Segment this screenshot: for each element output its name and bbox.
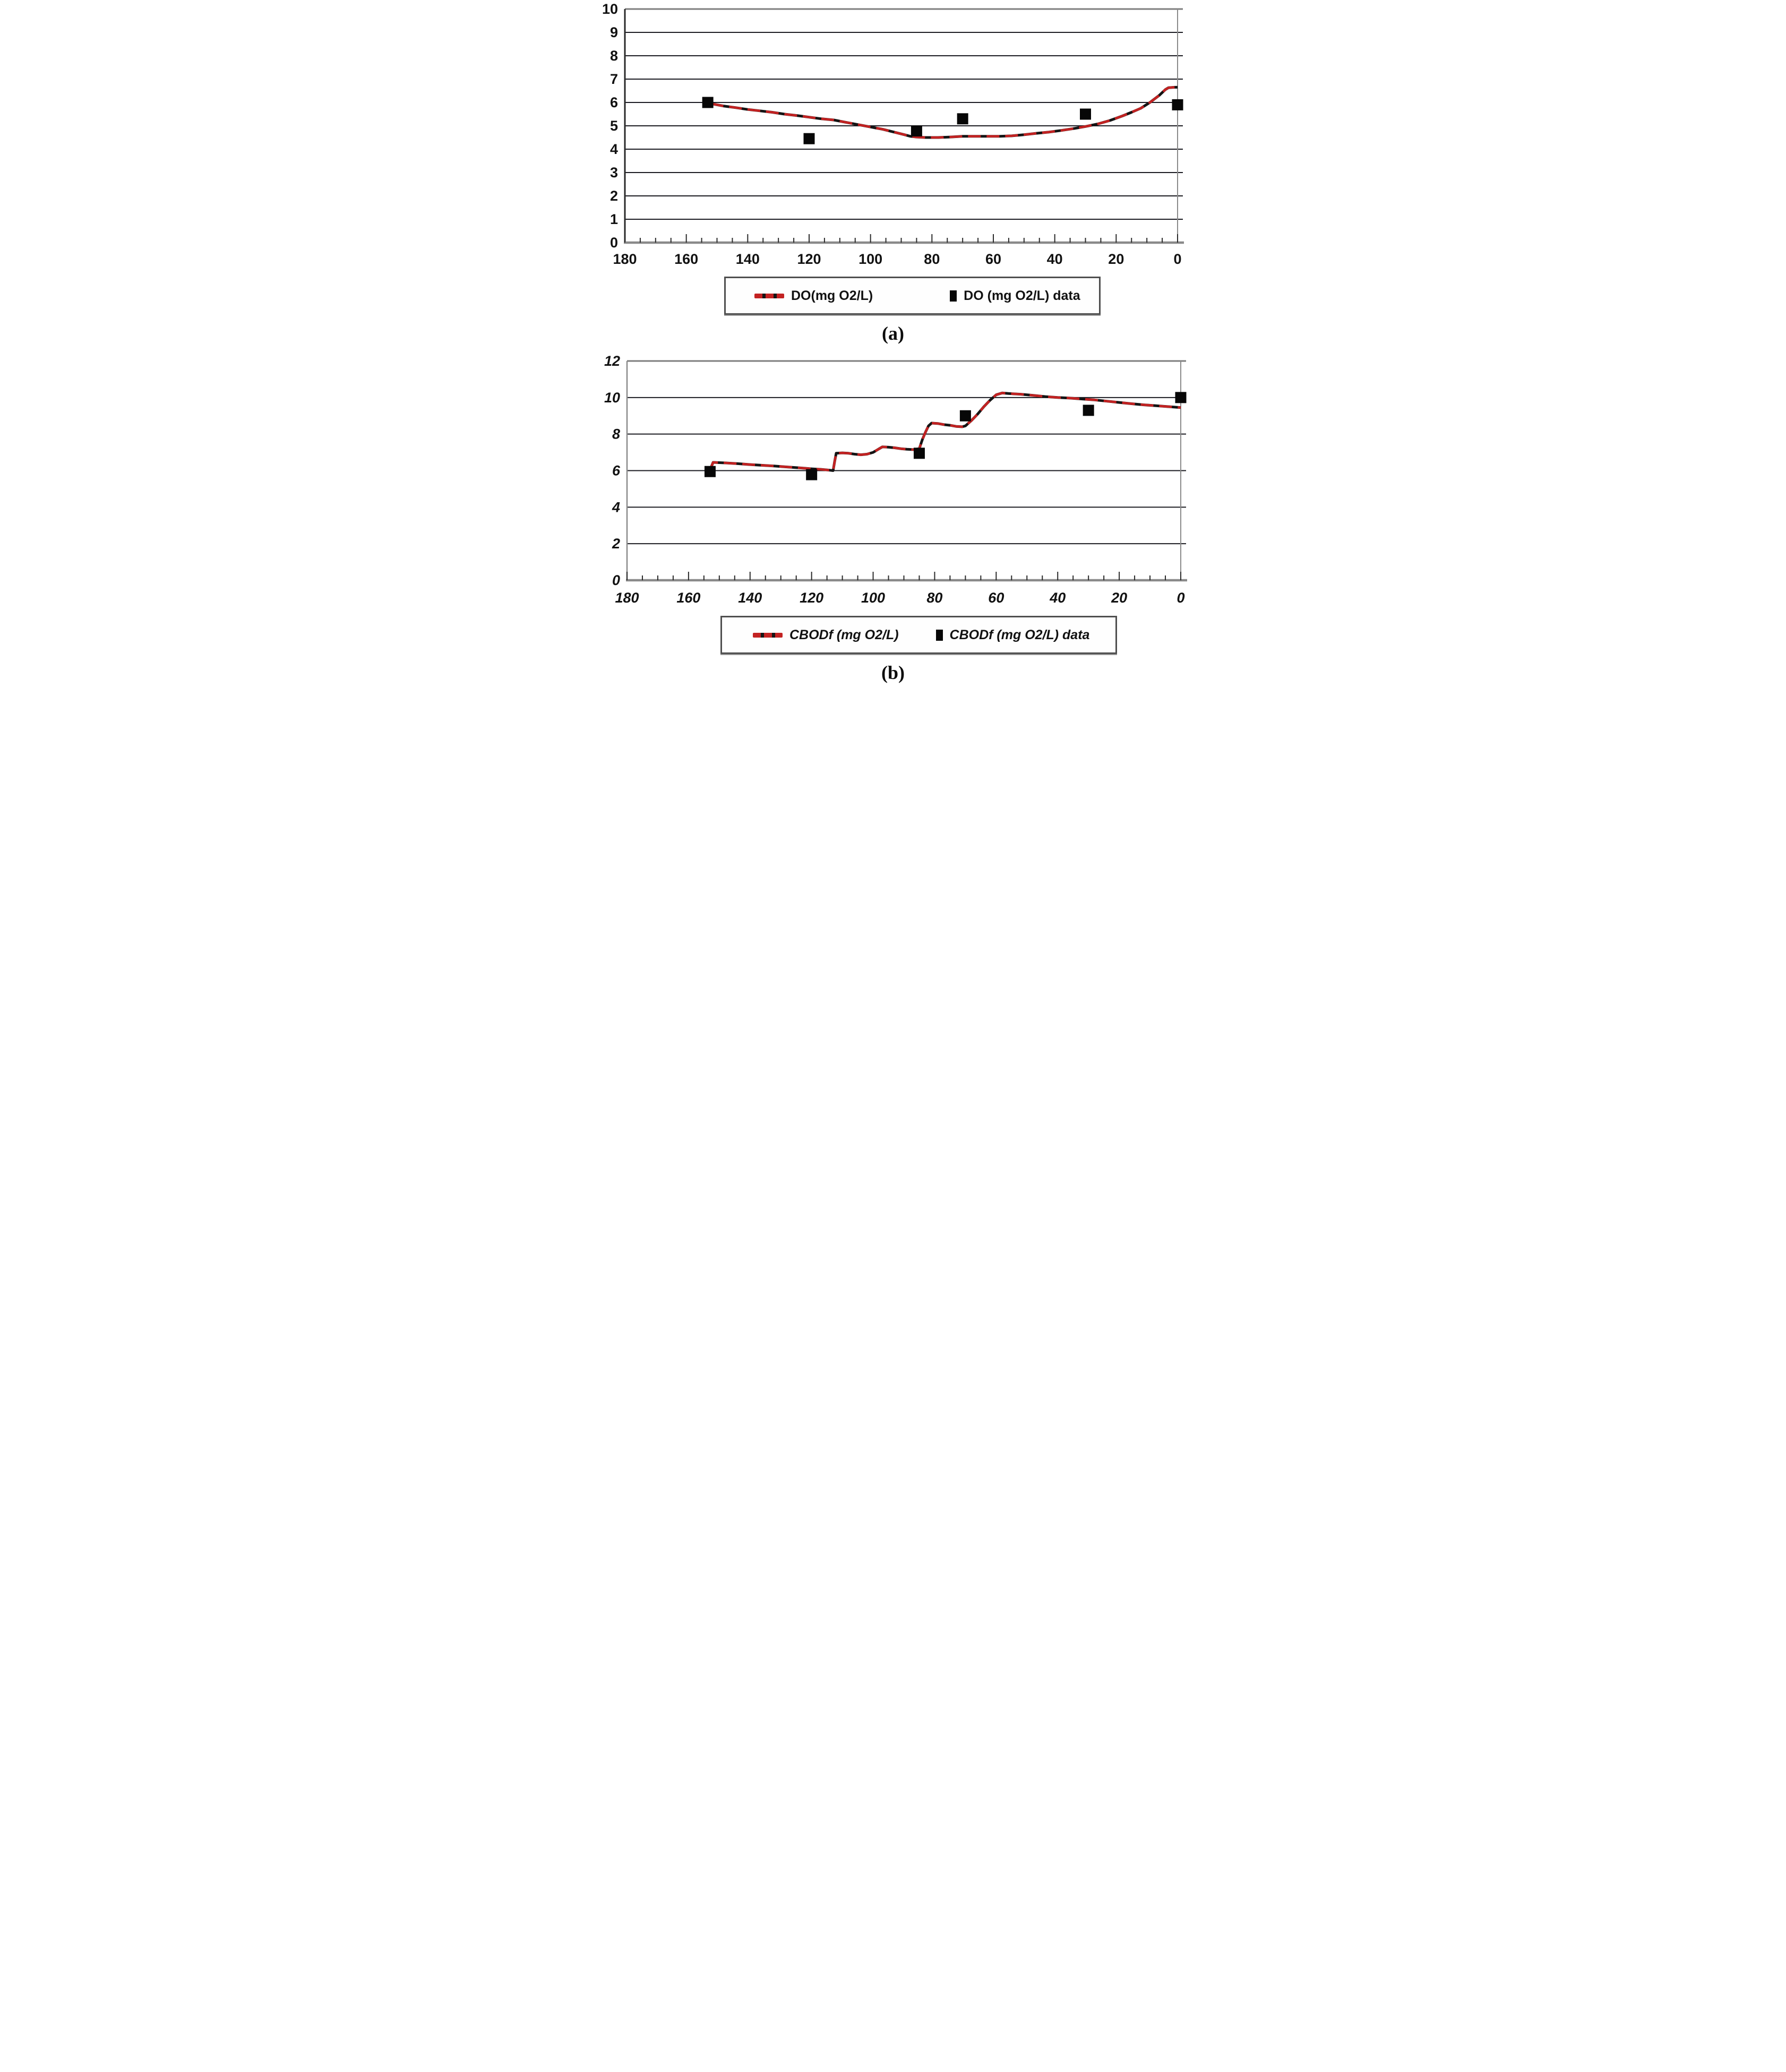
do-legend-box: DO(mg O2/L) DO (mg O2/L) data xyxy=(724,277,1101,315)
dashed-line-icon xyxy=(754,293,784,298)
data-point-square xyxy=(803,133,815,144)
x-tick-label: 20 xyxy=(1108,251,1124,267)
y-tick-label: 4 xyxy=(612,499,620,515)
x-tick-label: 80 xyxy=(926,590,942,605)
dashed-line-icon xyxy=(753,632,783,638)
y-tick-label: 6 xyxy=(610,94,618,110)
x-tick-label: 180 xyxy=(615,590,639,605)
data-point-square xyxy=(702,97,714,108)
y-tick-label: 10 xyxy=(604,390,620,406)
x-tick-label: 40 xyxy=(1049,590,1066,605)
data-point-square xyxy=(1083,405,1094,416)
y-tick-label: 10 xyxy=(602,1,618,17)
y-tick-label: 1 xyxy=(610,211,618,227)
cbodf-data-legend-item: CBODf (mg O2/L) data xyxy=(935,627,1090,643)
cbodf-line-legend-item: CBODf (mg O2/L) xyxy=(753,627,899,643)
data-point-square xyxy=(913,448,925,459)
square-marker-icon xyxy=(935,629,943,641)
do-data-legend-label: DO (mg O2/L) data xyxy=(964,288,1080,303)
x-tick-label: 0 xyxy=(1173,251,1181,267)
x-tick-label: 100 xyxy=(858,251,882,267)
x-tick-label: 120 xyxy=(800,590,823,605)
y-tick-label: 0 xyxy=(612,572,620,588)
do-line-legend-item: DO(mg O2/L) xyxy=(754,288,873,304)
x-tick-label: 140 xyxy=(738,590,762,605)
x-tick-label: 160 xyxy=(676,590,700,605)
y-tick-label: 2 xyxy=(610,188,618,204)
x-tick-label: 60 xyxy=(988,590,1004,605)
y-tick-label: 7 xyxy=(610,71,618,87)
model-curve-black xyxy=(709,391,1181,472)
cbodf-chart-figure: 180 160 140 120 100 80 60 40 20 0 12 10 8 6 4 2 0 CBODf … xyxy=(595,353,1191,684)
y-tick-label: 2 xyxy=(612,536,620,552)
model-curve-red-dashed xyxy=(710,86,1178,139)
square-marker-icon xyxy=(950,290,957,302)
cbodf-data-legend-label: CBODf (mg O2/L) data xyxy=(949,627,1090,642)
y-tick-label: 8 xyxy=(612,426,620,442)
data-point-square xyxy=(911,125,922,137)
y-tick-label: 0 xyxy=(610,235,618,251)
data-point-square xyxy=(704,466,716,477)
x-tick-label: 140 xyxy=(736,251,760,267)
caption-b: (b) xyxy=(881,662,905,683)
y-tick-label: 4 xyxy=(610,141,618,157)
data-point-square xyxy=(959,410,971,422)
y-tick-label: 5 xyxy=(610,118,618,134)
x-tick-label: 160 xyxy=(674,251,698,267)
caption-a: (a) xyxy=(882,323,904,344)
x-tick-label: 20 xyxy=(1111,590,1127,605)
y-tick-label: 6 xyxy=(612,463,621,479)
x-tick-label: 100 xyxy=(861,590,885,605)
y-tick-label: 9 xyxy=(610,24,618,40)
x-tick-label: 0 xyxy=(1177,590,1184,605)
x-tick-label: 80 xyxy=(924,251,940,267)
data-point-square xyxy=(1080,108,1091,120)
cbodf-line-legend-label: CBODf (mg O2/L) xyxy=(789,627,899,642)
x-tick-label: 180 xyxy=(613,251,637,267)
x-tick-label: 40 xyxy=(1047,251,1063,267)
model-curve-black xyxy=(710,85,1178,139)
do-line-legend-label: DO(mg O2/L) xyxy=(791,288,873,303)
x-tick-label: 120 xyxy=(797,251,821,267)
data-point-square xyxy=(957,113,968,125)
do-data-legend-item: DO (mg O2/L) data xyxy=(950,288,1080,304)
x-tick-label: 60 xyxy=(985,251,1001,267)
y-tick-label: 3 xyxy=(610,165,618,180)
y-tick-label: 12 xyxy=(604,353,620,369)
data-point-square xyxy=(806,469,818,480)
do-chart-figure: 180 160 140 120 100 80 60 40 20 0 10 9 8 7 6 5 4 3 2 1 0 DO(… xyxy=(595,1,1191,345)
figure-page: 180 160 140 120 100 80 60 40 20 0 10 9 8 7 6 5 4 3 2 1 0 DO(… xyxy=(595,0,1191,689)
data-point-square xyxy=(1175,392,1187,403)
data-point-square xyxy=(1172,99,1183,110)
cbodf-legend-box: CBODf (mg O2/L) CBODf (mg O2/L) data xyxy=(720,616,1117,654)
model-curve-red-dashed xyxy=(709,391,1181,472)
y-tick-label: 8 xyxy=(610,48,618,64)
